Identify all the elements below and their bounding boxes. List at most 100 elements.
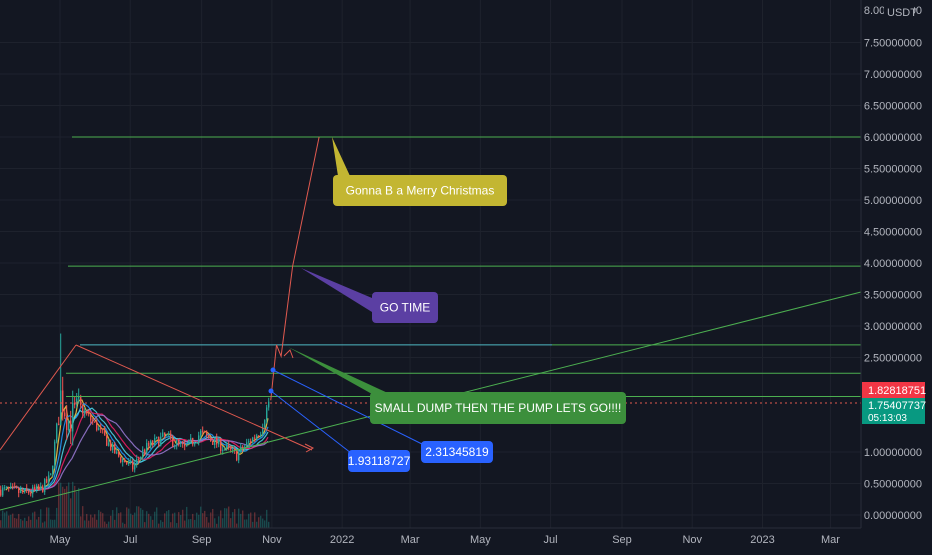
- candle: [46, 479, 48, 483]
- candle: [178, 440, 180, 443]
- candle: [254, 437, 256, 439]
- volume-bar: [6, 511, 8, 528]
- candle: [232, 448, 234, 450]
- currency-label-bg: [884, 5, 914, 19]
- volume-bar: [120, 512, 122, 528]
- candle: [70, 420, 72, 432]
- candle: [14, 486, 16, 488]
- candle: [108, 442, 110, 446]
- volume-bar: [138, 506, 140, 528]
- candle: [164, 432, 166, 435]
- volume-bar: [196, 512, 198, 528]
- candle: [42, 486, 44, 493]
- arrow-head: [304, 443, 315, 453]
- volume-bar: [108, 521, 110, 528]
- annotation-box[interactable]: [370, 392, 626, 424]
- volume-bar: [212, 508, 214, 528]
- volume-bar: [50, 519, 52, 528]
- volume-bar: [158, 523, 160, 528]
- volume-bar: [136, 506, 138, 528]
- volume-bar: [218, 516, 220, 528]
- volume-bar: [102, 513, 104, 528]
- volume-bar: [244, 519, 246, 528]
- volume-bar: [12, 513, 14, 528]
- candle: [144, 449, 146, 453]
- volume-bar: [44, 521, 46, 528]
- volume-bar: [146, 511, 148, 528]
- volume-bar: [130, 513, 132, 528]
- time-tick-label: Mar: [821, 534, 840, 546]
- drawings[interactable]: [0, 136, 862, 511]
- candle: [246, 442, 248, 447]
- volume-bar: [164, 513, 166, 528]
- currency-label: USDT: [887, 7, 917, 19]
- candle: [130, 460, 132, 462]
- volume-bar: [252, 521, 254, 528]
- volume-bar: [58, 482, 60, 528]
- volume-bar: [88, 520, 90, 528]
- measure-point: [270, 367, 276, 373]
- volume-bar: [160, 520, 162, 528]
- volume-bar: [82, 506, 84, 528]
- trend-line[interactable]: [75, 344, 313, 451]
- volume-bar: [170, 522, 172, 528]
- volume-bar: [208, 522, 210, 528]
- time-axis[interactable]: May Jul Sep Nov 2022 Mar May Jul Sep Nov 2023 Mar: [0, 527, 861, 546]
- annotation-box[interactable]: [372, 292, 438, 323]
- bar-countdown-label: 05:13:03: [868, 413, 907, 424]
- candle: [126, 462, 128, 465]
- candle: [136, 458, 138, 464]
- price-tick-label: 2.50000000: [864, 353, 922, 365]
- candle: [220, 438, 222, 451]
- annotation-box[interactable]: [348, 450, 410, 472]
- volume-bar: [118, 513, 120, 528]
- grid-lines: [0, 0, 861, 528]
- candle: [140, 456, 142, 460]
- annotation-box[interactable]: [421, 441, 493, 463]
- price-tick-label: 0.00000000: [864, 510, 922, 522]
- volume-bar: [70, 498, 72, 528]
- candle: [248, 441, 250, 443]
- candle: [214, 437, 216, 445]
- volume-bar: [174, 512, 176, 528]
- candle: [88, 413, 90, 415]
- close-price-badge: [862, 398, 925, 424]
- candle: [0, 489, 2, 496]
- candle: [54, 441, 56, 466]
- annotations[interactable]: Gonna B a Merry Christmas GO TIME SMALL DU…: [288, 137, 626, 472]
- time-tick-label: Nov: [262, 534, 282, 546]
- candle: [52, 465, 54, 475]
- candle: [16, 486, 18, 489]
- candle: [58, 423, 60, 426]
- volume-bar: [210, 512, 212, 528]
- price-tick-label: 7.00000000: [864, 69, 922, 81]
- volume-bar: [234, 509, 236, 528]
- volume-bar: [242, 510, 244, 528]
- candle: [156, 437, 158, 439]
- annotation-box[interactable]: [333, 175, 507, 206]
- candle: [264, 420, 266, 428]
- volume-bar: [216, 523, 218, 528]
- volume-bar: [92, 517, 94, 528]
- measure-line[interactable]: [270, 390, 361, 461]
- trend-line[interactable]: [0, 344, 77, 451]
- candle: [80, 396, 82, 406]
- volume-bar: [222, 518, 224, 528]
- time-tick-label: 2022: [330, 534, 354, 546]
- volume-bar: [66, 486, 68, 528]
- price-tick-label: 5.00000000: [864, 195, 922, 207]
- volume-bar: [56, 507, 58, 528]
- volume-bar: [254, 512, 256, 528]
- price-axis[interactable]: 7.50000000 7.00000000 6.50000000 6.00000000…: [860, 0, 922, 528]
- volume-bar: [38, 516, 40, 528]
- volume-bar: [202, 513, 204, 528]
- time-tick-label: Sep: [612, 534, 632, 546]
- projection-path[interactable]: [270, 136, 320, 401]
- candle: [146, 442, 148, 453]
- measure-line[interactable]: [272, 369, 429, 448]
- candle: [224, 448, 226, 450]
- annotation-text: Gonna B a Merry Christmas: [346, 184, 495, 198]
- price-tick-label: 6.00000000: [864, 132, 922, 144]
